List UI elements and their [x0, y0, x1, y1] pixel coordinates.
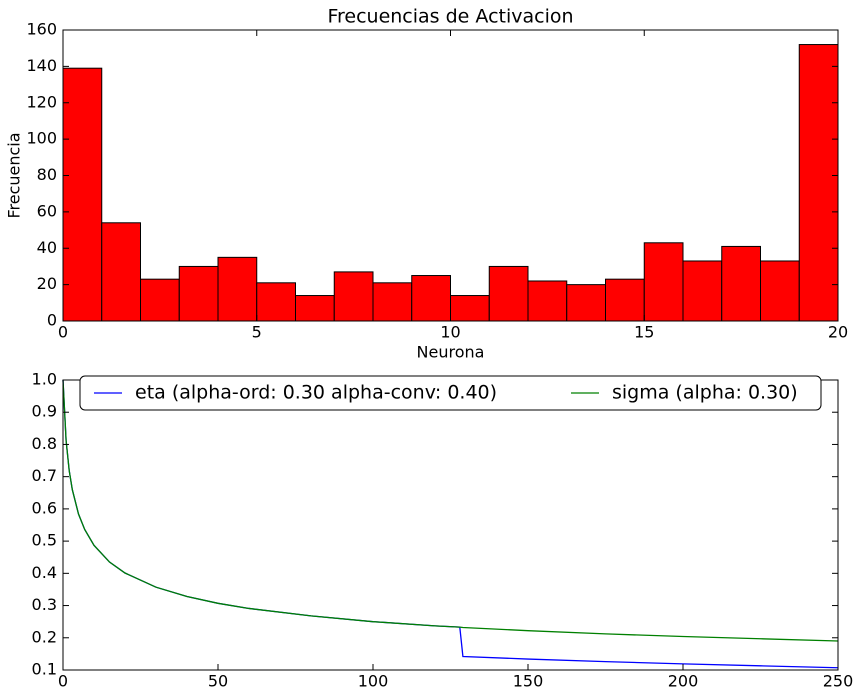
y-tick-label: 140: [26, 56, 57, 75]
y-tick-label: 40: [37, 238, 57, 257]
bar: [527, 280, 568, 322]
legend-label: sigma (alpha: 0.30): [612, 382, 798, 404]
line-series: [62, 379, 839, 669]
y-axis-label: Frecuencia: [5, 132, 24, 218]
bar: [217, 256, 258, 322]
y-tick-label: 20: [37, 274, 57, 293]
x-tick-label: 0: [58, 323, 68, 342]
bar: [721, 245, 761, 322]
x-tick-label: 200: [668, 672, 699, 691]
x-axis-label: Neurona: [417, 343, 485, 362]
bar: [682, 260, 723, 322]
y-tick-label: 0.8: [32, 434, 57, 453]
bar: [798, 44, 839, 322]
y-tick-label: 0.9: [32, 402, 57, 421]
y-tick-label: 0.6: [32, 498, 57, 517]
legend-label: eta (alpha-ord: 0.30 alpha-conv: 0.40): [135, 382, 497, 404]
y-tick-label: 0: [47, 311, 57, 330]
axes: 0 5 10 15 20 0 20 40 60 80 100 120 140 160 Frecuencias…: [5, 6, 849, 362]
x-tick-label: 250: [823, 672, 854, 691]
bar: [372, 282, 413, 322]
y-tick-label: 160: [26, 20, 57, 39]
bar: [488, 265, 529, 322]
y-tick-label: 0.1: [32, 660, 57, 679]
line-series: [62, 379, 839, 642]
bar: [140, 278, 180, 322]
y-tick-label: 0.4: [32, 563, 57, 582]
x-tick-label: 50: [208, 672, 228, 691]
y-tick-label: 0.7: [32, 466, 57, 485]
x-tick-label: 15: [634, 323, 654, 342]
x-tick-label: 0: [58, 672, 68, 691]
x-tick-label: 150: [513, 672, 544, 691]
x-tick-label: 5: [252, 323, 262, 342]
bar: [643, 242, 684, 322]
y-tick-label: 80: [37, 165, 57, 184]
axes: 0 50 100 150 200 250 0.1 0.2 0.3 0.4 0.5 0.6 0.7 0.8 0…: [32, 370, 854, 691]
bar: [450, 295, 490, 322]
x-tick-label: 20: [828, 323, 848, 342]
bar: [333, 271, 374, 322]
legend: eta (alpha-ord: 0.30 alpha-conv: 0.40) si…: [79, 375, 822, 411]
y-tick-label: 0.3: [32, 595, 57, 614]
bar: [605, 278, 645, 322]
bar: [411, 275, 451, 322]
bar: [256, 282, 296, 322]
y-tick-label: 100: [26, 129, 57, 148]
y-tick-label: 0.2: [32, 627, 57, 646]
y-tick-label: 120: [26, 92, 57, 111]
bar: [760, 260, 800, 322]
y-tick-label: 0.5: [32, 531, 57, 550]
bar: [101, 222, 141, 322]
y-tick-label: 1.0: [32, 370, 57, 389]
x-tick-label: 100: [358, 672, 389, 691]
legend-box: [79, 375, 822, 411]
bar: [566, 284, 606, 322]
bar: [295, 295, 335, 322]
chart-title: Frecuencias de Activacion: [327, 6, 573, 28]
bar: [178, 265, 219, 322]
x-tick-label: 10: [440, 323, 460, 342]
bar: [62, 67, 103, 322]
y-tick-label: 60: [37, 201, 57, 220]
